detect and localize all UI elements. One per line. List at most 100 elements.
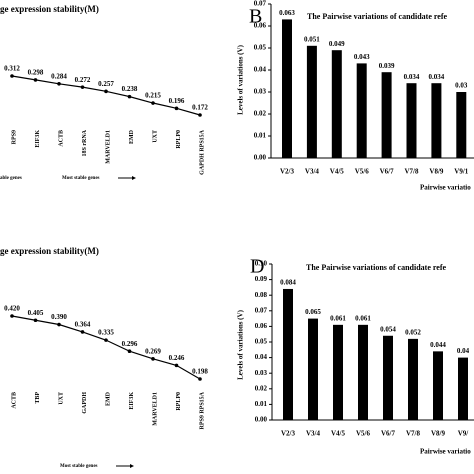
point xyxy=(151,101,155,105)
value-label: 0.420 xyxy=(4,305,20,313)
x-tick-label: V7/8 xyxy=(405,168,420,176)
value-label: 0.063 xyxy=(279,9,295,17)
bar xyxy=(306,45,317,158)
value-label: 0.061 xyxy=(330,314,346,322)
y-tick-label: 0.01 xyxy=(254,132,267,140)
value-label: 0.034 xyxy=(429,73,445,81)
y-tick-label: 0.09 xyxy=(255,275,268,283)
arrow-head xyxy=(130,464,134,468)
chart-title: The Pairwise variations of candidate ref… xyxy=(307,12,448,21)
bar xyxy=(333,324,343,420)
point xyxy=(80,330,85,334)
x-tick-label: V5/6 xyxy=(356,430,371,438)
y-tick-label: 0.07 xyxy=(254,0,267,8)
y-tick-label: 0.06 xyxy=(255,322,268,330)
point xyxy=(174,363,179,368)
x-tick-label: V9/1 xyxy=(454,168,469,176)
value-label: 0.04 xyxy=(457,347,470,355)
annotation: Most stable genes xyxy=(60,464,98,469)
value-label: 0.335 xyxy=(98,329,114,337)
x-tick-label: V4/5 xyxy=(331,430,346,438)
x-tick-label: V5/6 xyxy=(355,168,370,176)
y-tick-label: 0.04 xyxy=(254,66,267,74)
x-axis-label: Pairwise variatio xyxy=(420,448,471,456)
y-tick-label: 0.02 xyxy=(254,110,267,118)
value-label: 0.043 xyxy=(354,53,370,61)
point xyxy=(33,318,38,323)
point xyxy=(198,113,202,117)
point xyxy=(127,94,132,99)
value-label: 0.246 xyxy=(169,354,185,362)
point xyxy=(198,377,202,381)
x-tick-label: V2/3 xyxy=(281,430,296,438)
bar xyxy=(356,63,367,158)
bar xyxy=(408,338,418,420)
y-tick-label: 0.05 xyxy=(254,44,267,52)
value-label: 0.272 xyxy=(75,76,91,84)
x-tick-label: GAPDH xyxy=(82,392,88,414)
bar xyxy=(283,288,293,420)
y-tick-label: 0.06 xyxy=(254,22,267,30)
value-label: 0.061 xyxy=(355,314,371,322)
y-tick-label: 0.02 xyxy=(255,384,268,392)
value-label: 0.049 xyxy=(329,40,345,48)
point xyxy=(80,85,85,89)
x-tick-label: V3/4 xyxy=(305,168,320,176)
point xyxy=(104,338,108,342)
panel-label: D xyxy=(250,256,264,278)
value-label: 0.215 xyxy=(145,92,161,100)
x-tick-label: V8/9 xyxy=(429,168,444,176)
x-tick-label: MARVELD1 xyxy=(152,392,158,426)
bar xyxy=(308,318,318,420)
bar xyxy=(456,92,467,158)
x-tick-label: ACTB xyxy=(58,130,64,147)
value-label: 0.054 xyxy=(380,325,396,333)
chart-title: ge expression stability(M) xyxy=(0,4,99,14)
bar xyxy=(383,335,393,420)
x-tick-label: RPLP0 xyxy=(176,130,182,149)
point xyxy=(104,89,108,94)
y-tick-label: 0.00 xyxy=(255,416,268,424)
point xyxy=(151,357,155,361)
bar xyxy=(331,50,342,159)
value-label: 0.039 xyxy=(379,62,395,70)
point xyxy=(10,314,14,318)
value-label: 0.296 xyxy=(122,340,138,348)
value-label: 0.298 xyxy=(28,69,44,77)
x-tick-label: V7/8 xyxy=(406,430,421,438)
x-tick-label: V3/4 xyxy=(306,430,321,438)
line xyxy=(11,315,201,380)
x-tick-label: UXT xyxy=(58,392,64,405)
y-tick-label: 0.03 xyxy=(255,369,268,377)
bar xyxy=(458,357,468,420)
y-axis-label: Levels of variations (V) xyxy=(237,309,245,379)
value-label: 0.238 xyxy=(122,85,138,93)
x-tick-label: V2/3 xyxy=(280,168,295,176)
x-tick-label: V6/7 xyxy=(381,430,396,438)
x-tick-label: RPS9 xyxy=(11,130,17,144)
x-tick-label: UXT xyxy=(152,130,158,143)
value-label: 0.084 xyxy=(280,279,296,287)
bar xyxy=(431,83,442,158)
value-label: 0.052 xyxy=(405,328,421,336)
point xyxy=(127,349,132,353)
y-tick-label: 0.04 xyxy=(255,353,268,361)
point xyxy=(174,106,179,111)
annotation: Most stable genes xyxy=(62,176,100,181)
chart-title: ge expression stability(M) xyxy=(0,246,99,256)
x-tick-label: EMD xyxy=(105,391,111,406)
bar xyxy=(433,351,443,420)
value-label: 0.044 xyxy=(430,341,446,349)
y-tick-label: 0.10 xyxy=(255,260,268,268)
value-label: 0.172 xyxy=(192,104,208,112)
y-tick-label: 0.08 xyxy=(255,291,268,299)
chart-title: The Pairwise variations of candidate ref… xyxy=(306,263,447,272)
x-tick-label: TBP xyxy=(35,392,41,404)
x-tick-label: EIF3K xyxy=(129,392,135,410)
x-tick-label: V4/5 xyxy=(330,168,345,176)
point xyxy=(57,322,61,327)
y-tick-label: 0.00 xyxy=(254,154,267,162)
panel-label: B xyxy=(249,6,262,28)
bar xyxy=(358,324,368,420)
